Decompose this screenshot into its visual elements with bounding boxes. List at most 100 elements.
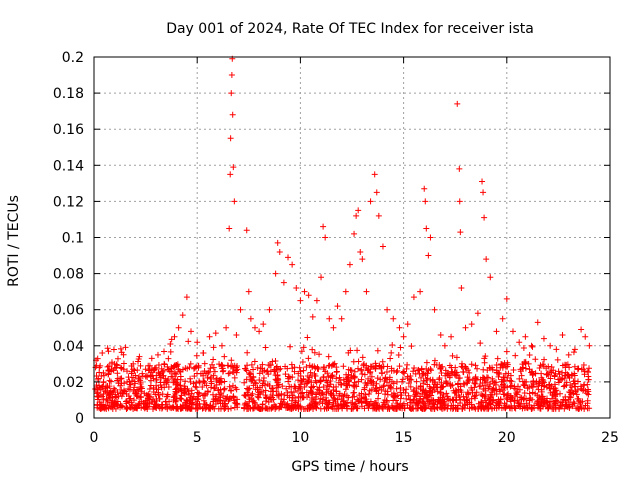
noise-point — [315, 387, 322, 394]
noise-point — [523, 395, 530, 402]
noise-point — [383, 368, 390, 375]
noise-point — [365, 390, 372, 397]
noise-point — [305, 377, 312, 384]
noise-point — [520, 403, 527, 410]
noise-point — [177, 373, 184, 380]
noise-point — [221, 385, 228, 392]
noise-point — [114, 370, 121, 377]
data-point — [167, 340, 174, 347]
noise-point — [137, 362, 144, 369]
noise-point — [229, 363, 236, 370]
noise-point — [532, 370, 539, 377]
noise-point — [104, 363, 111, 370]
noise-point — [354, 347, 361, 354]
noise-point — [171, 370, 178, 377]
noise-point — [177, 395, 184, 402]
noise-point — [541, 399, 548, 406]
noise-point — [396, 363, 403, 370]
noise-point — [482, 403, 489, 410]
noise-point — [365, 366, 372, 373]
noise-point — [275, 392, 282, 399]
noise-point — [330, 384, 337, 391]
noise-point — [210, 356, 217, 363]
data-point — [431, 306, 438, 313]
noise-point — [405, 380, 412, 387]
noise-point — [153, 402, 160, 409]
noise-point — [524, 404, 531, 411]
noise-point — [570, 349, 577, 356]
noise-point — [305, 355, 312, 362]
noise-point — [201, 360, 208, 367]
noise-point — [230, 393, 237, 400]
noise-point — [323, 394, 330, 401]
noise-point — [487, 381, 494, 388]
noise-point — [100, 369, 107, 376]
noise-point — [580, 362, 587, 369]
noise-point — [508, 382, 515, 389]
noise-point — [359, 370, 366, 377]
noise-point — [441, 396, 448, 403]
noise-point — [289, 392, 296, 399]
data-point — [274, 239, 281, 246]
noise-point — [388, 349, 395, 356]
noise-point — [175, 366, 182, 373]
noise-point — [128, 368, 135, 375]
noise-point — [259, 401, 266, 408]
noise-point — [206, 368, 213, 375]
data-point — [396, 324, 403, 331]
noise-point — [434, 404, 441, 411]
noise-point — [204, 374, 211, 381]
noise-point — [526, 351, 533, 358]
noise-point — [423, 359, 430, 366]
noise-point — [146, 393, 153, 400]
noise-point — [208, 380, 215, 387]
noise-point — [284, 365, 291, 372]
noise-point — [177, 405, 184, 412]
data-point — [251, 324, 258, 331]
noise-point — [521, 390, 528, 397]
y-tick-label: 0.16 — [53, 122, 84, 138]
noise-point — [310, 383, 317, 390]
noise-point — [566, 393, 573, 400]
noise-point — [103, 383, 110, 390]
data-point — [547, 342, 554, 349]
data-point — [297, 297, 304, 304]
data-point — [559, 331, 566, 338]
noise-point — [263, 394, 270, 401]
noise-point — [358, 398, 365, 405]
noise-point — [399, 376, 406, 383]
noise-point — [195, 393, 202, 400]
noise-point — [203, 370, 210, 377]
noise-point — [221, 353, 228, 360]
data-point — [578, 326, 585, 333]
noise-point — [440, 383, 447, 390]
noise-point — [234, 400, 241, 407]
noise-point — [576, 397, 583, 404]
noise-point — [262, 405, 269, 412]
data-point — [351, 230, 358, 237]
noise-point — [423, 377, 430, 384]
data-point — [468, 321, 475, 328]
noise-point — [165, 384, 172, 391]
noise-point — [105, 392, 112, 399]
noise-point — [178, 392, 185, 399]
data-point — [417, 288, 424, 295]
noise-point — [584, 397, 591, 404]
noise-point — [320, 384, 327, 391]
data-point — [357, 248, 364, 255]
noise-point — [275, 384, 282, 391]
noise-point — [349, 394, 356, 401]
noise-point — [378, 365, 385, 372]
noise-point — [192, 383, 199, 390]
data-point — [421, 185, 428, 192]
noise-point — [502, 370, 509, 377]
noise-point — [494, 355, 501, 362]
data-point — [183, 294, 190, 301]
noise-point — [476, 383, 483, 390]
noise-point — [538, 370, 545, 377]
noise-point — [158, 384, 165, 391]
noise-point — [281, 392, 288, 399]
noise-point — [307, 369, 314, 376]
noise-point — [338, 396, 345, 403]
noise-point — [378, 386, 385, 393]
